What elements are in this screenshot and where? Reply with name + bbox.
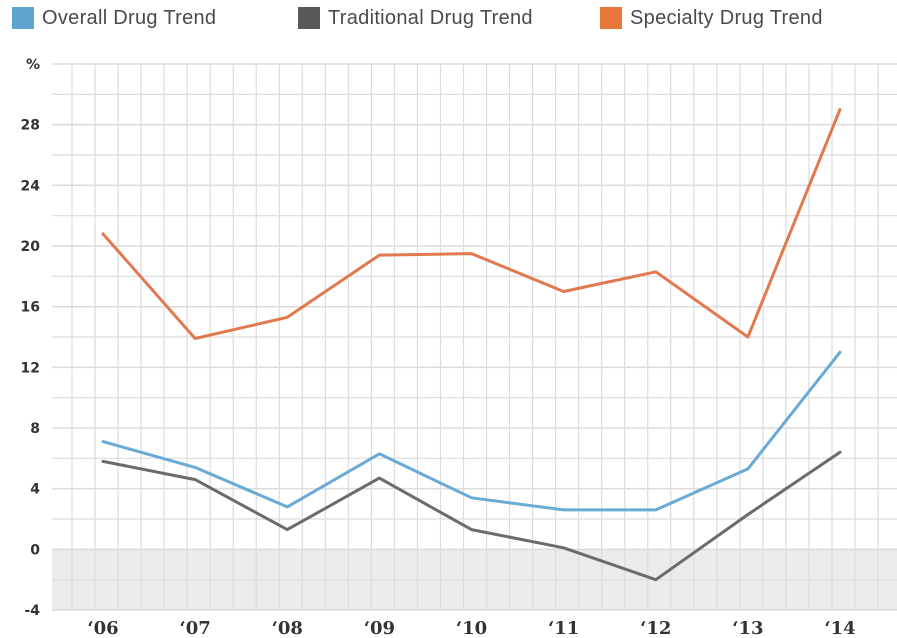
y-tick-label: 16 xyxy=(21,300,40,316)
legend-label-traditional: Traditional Drug Trend xyxy=(328,6,533,29)
series-line-traditional xyxy=(101,450,842,582)
x-tick-label: ‘09 xyxy=(364,618,395,638)
series-line-overall xyxy=(101,350,842,512)
y-tick-label: 24 xyxy=(21,178,41,194)
y-tick-label: % xyxy=(26,57,40,73)
y-axis-tick-labels: % 28 24 20 16 12 8 4 0 -4 xyxy=(21,57,41,619)
x-tick-label: ‘11 xyxy=(548,618,579,638)
legend-label-specialty: Specialty Drug Trend xyxy=(630,6,823,29)
y-tick-label: 12 xyxy=(21,360,40,376)
x-tick-label: ‘10 xyxy=(456,618,487,638)
chart-grid xyxy=(52,63,897,611)
x-axis-tick-labels: ‘06 ‘07 ‘08 ‘09 ‘10 ‘11 ‘12 ‘13 ‘14 xyxy=(87,618,855,638)
series-line-specialty xyxy=(101,108,842,340)
y-tick-label: 8 xyxy=(30,421,40,437)
legend-item-specialty[interactable]: Specialty Drug Trend xyxy=(600,6,823,30)
legend-item-traditional[interactable]: Traditional Drug Trend xyxy=(298,6,533,30)
legend-label-overall: Overall Drug Trend xyxy=(42,6,217,29)
legend: Overall Drug Trend Traditional Drug Tren… xyxy=(0,0,897,36)
y-tick-label: 0 xyxy=(30,542,40,558)
legend-swatch-specialty xyxy=(600,7,622,29)
legend-item-overall[interactable]: Overall Drug Trend xyxy=(12,6,216,30)
x-tick-label: ‘08 xyxy=(272,618,303,638)
x-tick-label: ‘13 xyxy=(732,618,763,638)
y-tick-label: -4 xyxy=(24,603,40,619)
y-tick-label: 4 xyxy=(30,482,40,498)
x-tick-label: ‘12 xyxy=(640,618,671,638)
legend-swatch-overall xyxy=(12,7,34,29)
series-lines xyxy=(101,108,842,582)
y-tick-label: 28 xyxy=(21,118,40,134)
y-tick-label: 20 xyxy=(21,239,41,255)
legend-swatch-traditional xyxy=(298,7,320,29)
x-tick-label: ‘07 xyxy=(179,618,210,638)
x-tick-label: ‘14 xyxy=(824,618,855,638)
x-tick-label: ‘06 xyxy=(87,618,118,638)
